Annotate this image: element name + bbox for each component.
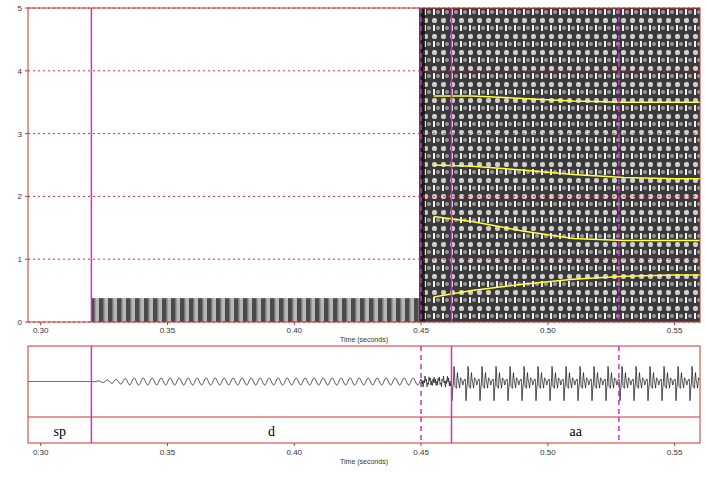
x-tick-label: 0.55: [667, 448, 683, 457]
tick: [167, 322, 168, 325]
grid-line: [28, 133, 700, 134]
x-tick-label: 0.30: [33, 326, 49, 335]
voice-bar: [91, 298, 421, 322]
segment-boundary: [420, 8, 422, 322]
x-tick-label: 0.30: [33, 448, 49, 457]
segment-label: sp: [53, 424, 65, 439]
tick: [421, 322, 422, 325]
waveform: [28, 366, 700, 400]
formant-track: [434, 165, 700, 179]
segment-label: aa: [570, 424, 583, 439]
tick: [25, 196, 28, 197]
x-tick-label: 0.35: [160, 448, 176, 457]
x-tick-label: 0.50: [540, 326, 556, 335]
segment-boundary: [451, 417, 453, 443]
tick: [547, 443, 548, 446]
segment-boundary: [420, 346, 422, 417]
tick: [547, 322, 548, 325]
grid-line: [28, 70, 700, 71]
y-tick-label: 1: [18, 255, 23, 264]
grid-line: [28, 196, 700, 197]
plot-bg: [28, 8, 700, 322]
tick: [294, 443, 295, 446]
y-tick-label: 0: [18, 318, 23, 327]
segment-boundary: [618, 346, 620, 417]
segment-boundary: [618, 8, 620, 322]
plot-bg: [28, 346, 700, 443]
plot-frame: [28, 8, 700, 322]
formant-track: [434, 275, 700, 297]
grid-line: [28, 259, 700, 260]
x-axis-title: Time (seconds): [340, 458, 388, 466]
segment-boundary: [91, 8, 93, 322]
y-tick-label: 5: [18, 4, 23, 13]
label-tier: [91, 417, 618, 443]
x-tick-label: 0.45: [413, 448, 429, 457]
figure: 0 1 2 3 4 5 0.30 0.35 0.40 0.45 0.50 0.55 Time (seco…: [0, 0, 706, 479]
waveform-area: [28, 346, 700, 417]
plot-frame: [28, 346, 700, 443]
tick: [294, 322, 295, 325]
x-tick-label: 0.40: [286, 326, 302, 335]
y-tick-label: 3: [18, 130, 23, 139]
x-tick-label: 0.40: [286, 448, 302, 457]
y-tick-label: 2: [18, 192, 23, 201]
tick: [25, 70, 28, 71]
tick: [25, 8, 28, 9]
vowel-energy: [421, 8, 700, 322]
tick: [40, 443, 41, 446]
tick: [40, 322, 41, 325]
segment-boundary: [91, 346, 93, 417]
tick: [25, 322, 28, 323]
segment-boundary: [618, 417, 620, 443]
segment-boundary: [451, 346, 453, 417]
x-tick-label: 0.50: [540, 448, 556, 457]
tick: [421, 443, 422, 446]
tick: [674, 443, 675, 446]
x-tick-label: 0.55: [667, 326, 683, 335]
formant-track: [434, 96, 700, 102]
x-axis-title: Time (seconds): [340, 336, 388, 344]
plot-marks: [91, 8, 700, 322]
tick: [25, 133, 28, 134]
segment-boundary: [451, 8, 453, 322]
tick: [25, 259, 28, 260]
segment-boundary: [420, 417, 422, 443]
y-tick-label: 4: [18, 67, 23, 76]
segment-label: d: [268, 424, 275, 439]
x-tick-label: 0.35: [160, 326, 176, 335]
tick: [674, 322, 675, 325]
tier-separator: [28, 417, 700, 418]
x-tick-label: 0.45: [413, 326, 429, 335]
formant-track: [434, 217, 700, 241]
tick: [167, 443, 168, 446]
segment-boundary: [91, 417, 93, 443]
burst: [419, 8, 425, 322]
